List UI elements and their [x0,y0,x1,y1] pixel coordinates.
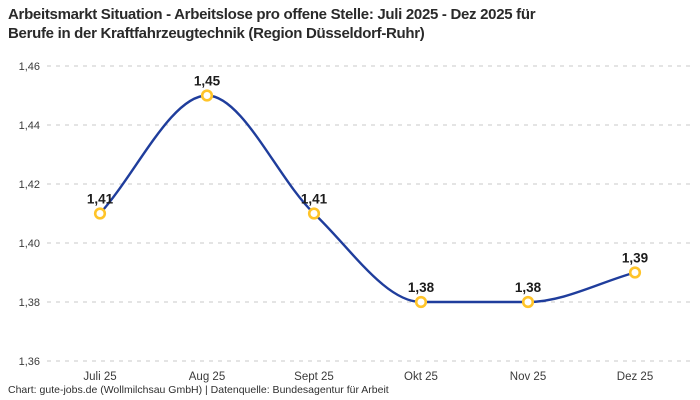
chart-title-line1: Arbeitsmarkt Situation - Arbeitslose pro… [8,6,536,23]
y-axis-tick-label: 1,44 [19,120,40,132]
y-axis-tick-label: 1,42 [19,179,40,191]
data-point-marker [414,295,428,309]
series-line [98,94,637,304]
x-axis-tick-label: Aug 25 [189,371,225,383]
x-axis-tick-label: Juli 25 [83,371,116,383]
data-point-label: 1,38 [408,280,435,295]
y-axis-tick-label: 1,40 [19,238,40,250]
data-point-label: 1,38 [515,280,542,295]
y-axis-tick-label: 1,38 [19,297,40,309]
data-point-label: 1,45 [194,74,221,89]
data-point-label: 1,41 [87,192,114,207]
x-axis-tick-label: Dez 25 [617,371,653,383]
data-point-marker [200,89,214,102]
data-point-marker [628,266,642,279]
x-axis-tick-label: Okt 25 [404,371,438,383]
data-point-marker [521,295,535,309]
data-point-marker [307,207,321,220]
chart-title-line2: Berufe in der Kraftfahrzeugtechnik (Regi… [8,25,425,42]
chart-credit: Chart: gute-jobs.de (Wollmilchsau GmbH) … [8,384,389,396]
data-point-label: 1,41 [301,192,328,207]
chart-title: Arbeitsmarkt Situation - Arbeitslose pro… [8,5,696,43]
y-axis-tick-label: 1,36 [19,356,40,368]
data-point-label: 1,39 [622,251,648,266]
y-axis-tick-label: 1,46 [19,61,40,73]
x-axis-tick-label: Sept 25 [294,371,334,383]
x-axis-tick-label: Nov 25 [510,371,546,383]
data-point-marker [93,207,107,220]
